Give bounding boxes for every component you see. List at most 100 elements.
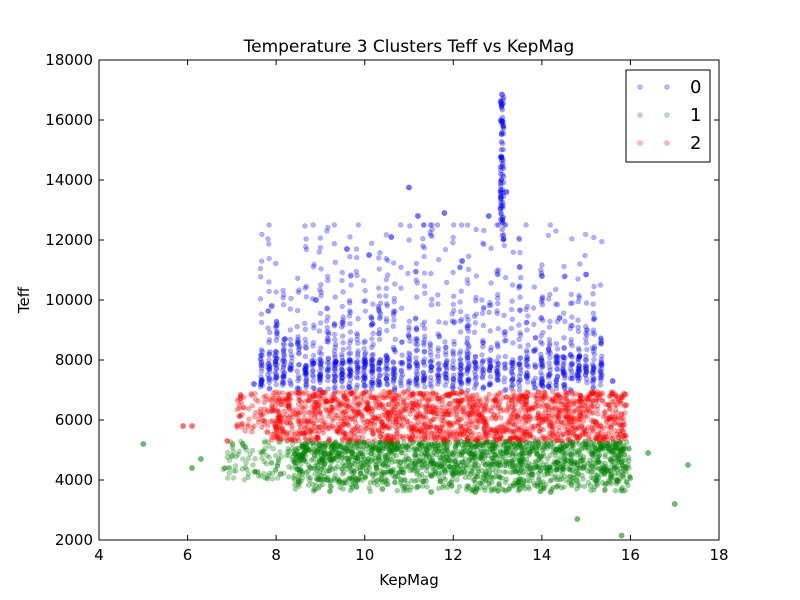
cluster-1-point [412, 465, 418, 471]
cluster-1-point [512, 451, 519, 457]
cluster-1-point [625, 445, 632, 451]
cluster-1-point [513, 468, 519, 474]
cluster-2-point [394, 401, 401, 407]
cluster-1-point [444, 484, 451, 490]
cluster-2-point [384, 435, 391, 441]
cluster-0-point [318, 289, 324, 295]
cluster-0-point [479, 297, 485, 303]
cluster-0-point [413, 374, 419, 380]
cluster-0-point [362, 354, 368, 361]
cluster-1-point [559, 445, 565, 452]
cluster-1-point [520, 451, 527, 457]
cluster-1-point [588, 487, 594, 493]
cluster-1-point [376, 446, 382, 452]
cluster-0-point [407, 223, 413, 229]
cluster-1-point [473, 442, 480, 448]
cluster-0-point [443, 363, 449, 369]
cluster-1-point [310, 440, 316, 446]
cluster-1-point [607, 475, 614, 481]
cluster-0-point [414, 294, 420, 300]
cluster-1-point [516, 440, 522, 447]
cluster-0-point [355, 222, 362, 228]
cluster-2-point [280, 425, 286, 431]
cluster-1-point [326, 450, 332, 456]
cluster-1-point [364, 458, 370, 465]
cluster-0-point [495, 360, 502, 366]
cluster-1-point [610, 447, 617, 454]
cluster-1-point [622, 487, 628, 494]
cluster-0-point [545, 372, 552, 379]
cluster-1-point [323, 442, 329, 448]
cluster-1-point [406, 441, 412, 448]
cluster-1-point [459, 459, 465, 465]
cluster-1-point [562, 458, 568, 464]
cluster-1-point [296, 468, 303, 475]
cluster-0-point [294, 307, 301, 314]
cluster-0-point [590, 291, 596, 297]
cluster-1-point [305, 446, 311, 452]
cluster-1-point [622, 463, 628, 469]
cluster-0-point [488, 347, 494, 353]
cluster-1-point [406, 463, 412, 469]
cluster-0-point [427, 345, 433, 351]
cluster-1-point [459, 452, 465, 458]
cluster-0-point [325, 377, 331, 384]
cluster-1-point [451, 471, 457, 477]
cluster-1-point [496, 468, 503, 475]
cluster-1-point [431, 468, 437, 474]
cluster-0-point [258, 319, 265, 326]
cluster-1-point [502, 479, 509, 486]
cluster-1-point [558, 445, 565, 452]
cluster-1-point [607, 479, 613, 485]
cluster-1-point [503, 469, 509, 475]
cluster-1-point [491, 458, 497, 464]
cluster-1-point [552, 446, 559, 453]
cluster-1-point [257, 449, 264, 455]
cluster-1-point [384, 469, 390, 475]
cluster-2-point [290, 409, 297, 415]
cluster-0-point [516, 322, 522, 328]
cluster-0-point [346, 351, 352, 357]
cluster-0-point [421, 342, 427, 348]
cluster-0-point [560, 368, 567, 374]
cluster-0-point [317, 379, 323, 386]
cluster-2-point [454, 408, 460, 415]
cluster-2-point [341, 394, 347, 400]
cluster-1-point [489, 455, 496, 461]
cluster-1-point [328, 456, 334, 463]
cluster-1-point [552, 453, 559, 459]
cluster-2-point [458, 430, 465, 436]
cluster-1-point [507, 483, 513, 489]
cluster-1-point [240, 440, 246, 446]
cluster-1-point [328, 459, 334, 465]
cluster-0-point [524, 357, 530, 363]
cluster-1-point [604, 465, 610, 472]
cluster-1-point [455, 439, 461, 446]
cluster-1-point [354, 483, 360, 490]
cluster-1-point [499, 475, 505, 481]
cluster-1-point [420, 458, 426, 465]
cluster-1-point [462, 474, 468, 480]
cluster-0-point [516, 264, 523, 270]
cluster-1-point [277, 471, 284, 477]
cluster-1-point [593, 480, 600, 486]
cluster-0-point [568, 337, 574, 343]
cluster-0-point [575, 317, 581, 323]
cluster-1-point [347, 487, 354, 494]
cluster-1-point [292, 460, 298, 466]
cluster-1-point [525, 472, 531, 478]
cluster-1-point [493, 459, 500, 465]
cluster-0-point [583, 336, 589, 342]
cluster-0-point [459, 380, 465, 387]
cluster-0-point [464, 324, 470, 330]
cluster-0-point [331, 331, 338, 338]
cluster-2-point [481, 406, 487, 412]
cluster-1-point [480, 460, 487, 466]
cluster-2-point [519, 432, 526, 438]
cluster-0-point [546, 324, 553, 330]
cluster-1-point [532, 465, 539, 471]
cluster-2-point [563, 390, 570, 396]
cluster-0-point [597, 382, 604, 388]
cluster-1-point [355, 477, 361, 483]
cluster-1-point [448, 464, 455, 471]
